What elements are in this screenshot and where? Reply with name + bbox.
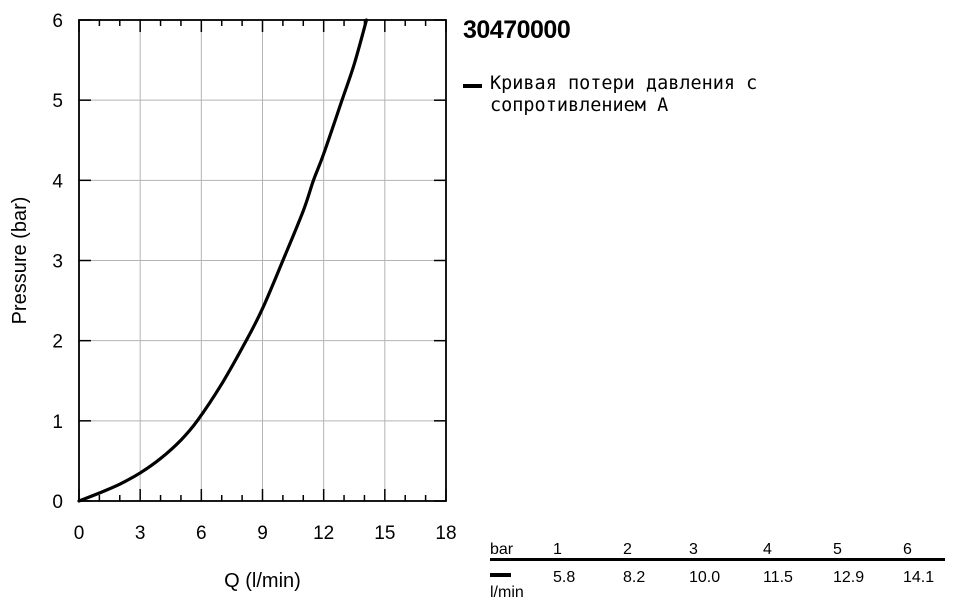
table-flow-cell: 10.0 xyxy=(689,569,721,586)
table-flow-cell: 11.5 xyxy=(763,569,793,586)
table-unit-flow: l/min xyxy=(490,584,524,601)
y-axis-title: Pressure (bar) xyxy=(9,197,31,325)
y-tick-label: 5 xyxy=(52,91,63,112)
x-tick-label: 18 xyxy=(435,523,456,544)
y-tick-label: 0 xyxy=(52,492,63,513)
pressure-flow-table: bar l/min 1 2 3 4 5 6 5.8 8.2 10.0 11.5 … xyxy=(490,538,945,604)
y-tick-label: 1 xyxy=(52,412,63,433)
table-pressure-cell: 5 xyxy=(833,541,842,558)
table-flow-cell: 5.8 xyxy=(553,569,576,586)
table-flow-cell: 8.2 xyxy=(623,569,646,586)
table-pressure-cell: 2 xyxy=(623,541,632,558)
x-tick-label: 15 xyxy=(374,523,395,544)
x-tick-label: 9 xyxy=(257,523,268,544)
table-series-swatch xyxy=(490,573,511,577)
table-flow-cell: 12.9 xyxy=(833,569,865,586)
table-pressure-cell: 6 xyxy=(903,541,912,558)
x-tick-label: 3 xyxy=(135,523,146,544)
legend-swatch xyxy=(463,84,482,88)
x-tick-label: 12 xyxy=(313,523,334,544)
x-tick-label: 0 xyxy=(74,523,85,544)
table-pressure-cell: 1 xyxy=(553,541,562,558)
x-axis-title: Q (l/min) xyxy=(224,570,301,592)
table-rule xyxy=(490,558,945,561)
series-line xyxy=(77,18,369,503)
table-pressure-cell: 3 xyxy=(689,541,698,558)
table-pressure-cell: 4 xyxy=(763,541,772,558)
model-title: 30470000 xyxy=(463,16,571,44)
chart-legend: Кривая потери давления с сопротивлением … xyxy=(463,73,810,117)
y-tick-label: 6 xyxy=(52,11,63,32)
plot-frame xyxy=(78,19,447,502)
x-tick-label: 6 xyxy=(196,523,207,544)
y-tick-label: 2 xyxy=(52,332,63,353)
table-unit-bar: bar xyxy=(490,541,514,558)
y-tick-label: 3 xyxy=(52,252,63,273)
table-flow-cell: 14.1 xyxy=(903,569,935,586)
legend-label: Кривая потери давления с сопротивлением … xyxy=(490,73,758,116)
y-tick-label: 4 xyxy=(52,171,63,192)
